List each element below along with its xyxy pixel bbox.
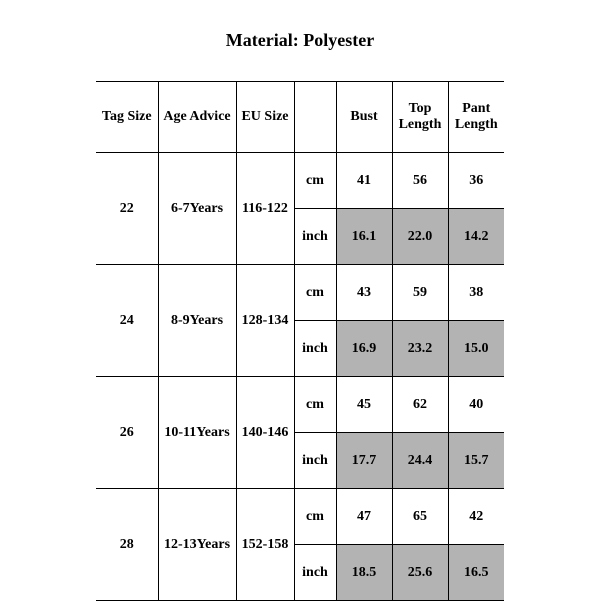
cell-eu: 128-134 [236, 265, 294, 377]
unit-cm: cm [294, 153, 336, 209]
cell-top: 25.6 [392, 545, 448, 601]
col-eu: EU Size [236, 82, 294, 153]
cell-pant: 40 [448, 377, 504, 433]
unit-cm: cm [294, 377, 336, 433]
header-row: Tag Size Age Advice EU Size Bust Top Len… [96, 82, 504, 153]
cell-age: 12-13Years [158, 489, 236, 601]
cell-eu: 140-146 [236, 377, 294, 489]
cell-bust: 43 [336, 265, 392, 321]
table-body: 22 6-7Years 116-122 cm 41 56 36 inch 16.… [96, 153, 504, 601]
cell-bust: 47 [336, 489, 392, 545]
cell-tag: 26 [96, 377, 158, 489]
cell-bust: 41 [336, 153, 392, 209]
col-unit [294, 82, 336, 153]
col-bust: Bust [336, 82, 392, 153]
cell-eu: 116-122 [236, 153, 294, 265]
cell-eu: 152-158 [236, 489, 294, 601]
cell-bust: 16.9 [336, 321, 392, 377]
unit-inch: inch [294, 433, 336, 489]
unit-cm: cm [294, 489, 336, 545]
cell-top: 59 [392, 265, 448, 321]
unit-inch: inch [294, 545, 336, 601]
col-pant: Pant Length [448, 82, 504, 153]
cell-tag: 24 [96, 265, 158, 377]
cell-pant: 15.7 [448, 433, 504, 489]
cell-pant: 15.0 [448, 321, 504, 377]
cell-bust: 45 [336, 377, 392, 433]
cell-bust: 18.5 [336, 545, 392, 601]
page-title: Material: Polyester [0, 30, 600, 51]
cell-tag: 22 [96, 153, 158, 265]
cell-pant: 38 [448, 265, 504, 321]
col-age: Age Advice [158, 82, 236, 153]
cell-pant: 14.2 [448, 209, 504, 265]
cell-top: 62 [392, 377, 448, 433]
col-top: Top Length [392, 82, 448, 153]
table-row: 26 10-11Years 140-146 cm 45 62 40 [96, 377, 504, 433]
cell-age: 6-7Years [158, 153, 236, 265]
unit-inch: inch [294, 209, 336, 265]
cell-top: 24.4 [392, 433, 448, 489]
size-table: Tag Size Age Advice EU Size Bust Top Len… [96, 81, 504, 601]
cell-pant: 42 [448, 489, 504, 545]
unit-inch: inch [294, 321, 336, 377]
table-row: 24 8-9Years 128-134 cm 43 59 38 [96, 265, 504, 321]
table-row: 28 12-13Years 152-158 cm 47 65 42 [96, 489, 504, 545]
cell-pant: 16.5 [448, 545, 504, 601]
cell-top: 65 [392, 489, 448, 545]
cell-top: 22.0 [392, 209, 448, 265]
cell-pant: 36 [448, 153, 504, 209]
cell-top: 56 [392, 153, 448, 209]
table-row: 22 6-7Years 116-122 cm 41 56 36 [96, 153, 504, 209]
col-tag: Tag Size [96, 82, 158, 153]
cell-top: 23.2 [392, 321, 448, 377]
cell-age: 10-11Years [158, 377, 236, 489]
unit-cm: cm [294, 265, 336, 321]
page: Material: Polyester Tag Size Age Advice … [0, 0, 600, 600]
cell-bust: 17.7 [336, 433, 392, 489]
cell-bust: 16.1 [336, 209, 392, 265]
cell-tag: 28 [96, 489, 158, 601]
cell-age: 8-9Years [158, 265, 236, 377]
